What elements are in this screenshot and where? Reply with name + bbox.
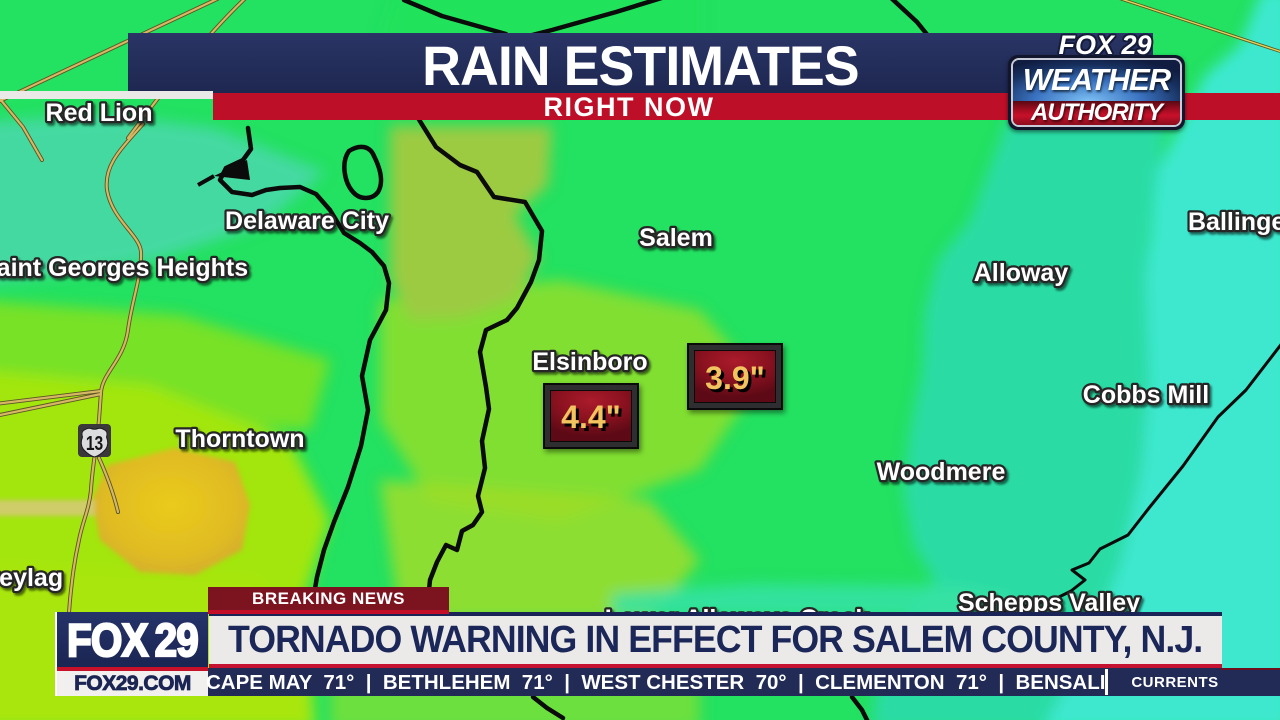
svg-text:Saint Georges Heights: Saint Georges Heights	[0, 254, 248, 282]
svg-text:Alloway: Alloway	[974, 259, 1069, 287]
svg-text:Cobbs Mill: Cobbs Mill	[1083, 381, 1209, 409]
svg-text:Woodmere: Woodmere	[877, 458, 1006, 486]
svg-text:Red Lion: Red Lion	[46, 99, 153, 127]
svg-text:Salem: Salem	[639, 224, 713, 252]
svg-text:Greylag: Greylag	[0, 564, 63, 592]
svg-text:Ballinger: Ballinger	[1188, 208, 1280, 236]
svg-text:Elsinboro: Elsinboro	[532, 348, 647, 376]
svg-text:13: 13	[86, 432, 103, 454]
svg-text:Thorntown: Thorntown	[175, 425, 304, 453]
svg-text:Delaware City: Delaware City	[225, 207, 389, 235]
